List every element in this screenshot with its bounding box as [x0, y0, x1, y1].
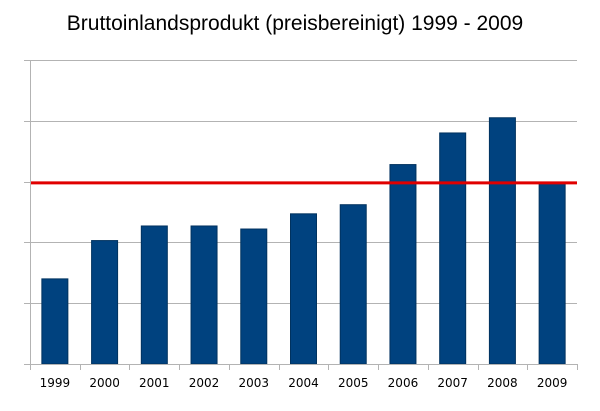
bar-2000 [91, 240, 119, 365]
bar-2007 [439, 132, 467, 365]
bar-2008 [488, 117, 516, 365]
bar-2006 [389, 164, 417, 365]
bar-2001 [140, 225, 168, 365]
bar-2004 [290, 213, 317, 365]
chart-title: Bruttoinlandsprodukt (preisbereinigt) 19… [66, 12, 524, 35]
x-tick-label-2005: 2005 [338, 376, 369, 390]
x-tick-label-2006: 2006 [388, 376, 419, 390]
bar-2002 [190, 225, 218, 365]
x-tick-label-2008: 2008 [487, 376, 518, 390]
x-tick-label-2003: 2003 [238, 376, 269, 390]
x-tick-label-2004: 2004 [288, 376, 319, 390]
bar-1999 [41, 278, 69, 365]
x-tick-label-2009: 2009 [537, 376, 568, 390]
x-tick-label-2001: 2001 [139, 376, 170, 390]
bar-series [41, 117, 566, 365]
bar-2009 [538, 182, 566, 365]
x-tick-label-2002: 2002 [189, 376, 220, 390]
bar-2003 [240, 228, 268, 365]
bar-2005 [339, 204, 367, 365]
x-tick-labels: 1999 2000 2001 2002 2003 2004 2005 2006 2007 2008… [40, 376, 568, 390]
axes [30, 60, 578, 370]
x-tick-label-1999: 1999 [40, 376, 71, 390]
x-tick-label-2007: 2007 [437, 376, 468, 390]
x-tick-label-2000: 2000 [89, 376, 120, 390]
